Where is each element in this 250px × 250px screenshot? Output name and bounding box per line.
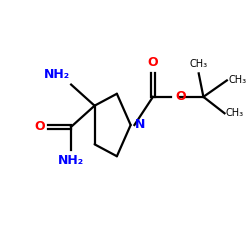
Text: NH₂: NH₂	[58, 154, 84, 167]
Text: N: N	[135, 118, 145, 132]
Text: NH₂: NH₂	[44, 68, 70, 81]
Text: CH₃: CH₃	[228, 76, 246, 86]
Text: CH₃: CH₃	[226, 108, 244, 118]
Text: O: O	[35, 120, 45, 133]
Text: O: O	[148, 56, 158, 69]
Text: CH₃: CH₃	[190, 59, 208, 69]
Text: O: O	[175, 90, 186, 103]
